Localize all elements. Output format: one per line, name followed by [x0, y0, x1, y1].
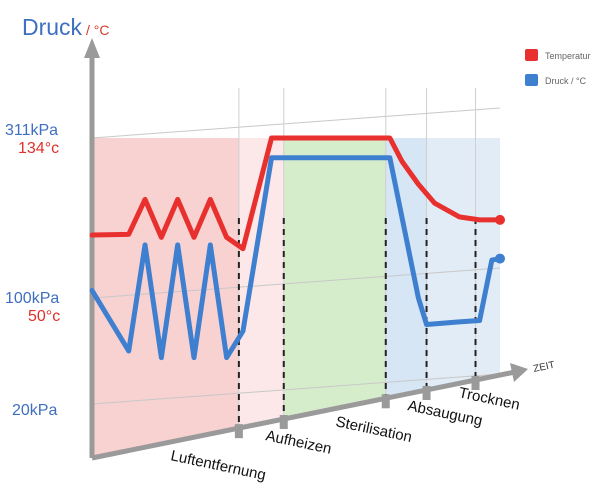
phase-separators: [234, 218, 480, 439]
x-axis-arrow: [510, 363, 528, 382]
y-axis-arrow: [84, 38, 100, 58]
legend-label-temperatur: Temperatur: [545, 51, 591, 61]
series-point-temperatur-18: [495, 214, 505, 225]
x-axis-label: ZEIT: [532, 360, 555, 375]
phase-region-2: [238, 138, 284, 429]
phase-region-4: [385, 138, 427, 399]
ytick-pressure-20: 20kPa: [12, 402, 57, 419]
series-point-druck-18: [495, 253, 505, 264]
grid-line-311: [91, 107, 501, 139]
separator-tick-1: [234, 424, 243, 439]
separator-tick-3: [381, 394, 390, 409]
legend-swatch-druck: [525, 74, 538, 86]
legend-label-druck: Druck / °C: [545, 76, 587, 86]
x-axis: [91, 369, 516, 461]
ytick-pressure-311: 311kPa: [5, 122, 58, 139]
phase-label-aufheizen: Aufheizen: [264, 427, 333, 458]
phase-region-5: [426, 138, 500, 390]
title-unit: °C: [94, 22, 110, 38]
phase-label-sterilisation: Sterilisation: [334, 413, 413, 446]
series-lines: [89, 135, 505, 361]
legend-swatch-temperatur: [525, 49, 538, 61]
title-main: Druck: [22, 14, 83, 40]
phase-label-luftentfernung: Luftentfernung: [169, 447, 267, 484]
title-sep: /: [82, 22, 94, 38]
separator-tick-2: [279, 415, 288, 430]
phase-region-3: [283, 138, 386, 420]
ytick-temp-50: 50°c: [28, 308, 60, 325]
ytick-temp-134: 134°c: [18, 140, 59, 157]
grid-line-100: [91, 267, 501, 299]
legend: Temperatur Druck / °C: [525, 49, 591, 86]
ytick-pressure-100: 100kPa: [5, 290, 59, 307]
axes: [84, 38, 528, 461]
separator-tick-5: [471, 376, 480, 391]
separator-tick-4: [422, 385, 431, 400]
chart-title: Druck / °C: [22, 14, 109, 40]
grid-line-20: [91, 373, 501, 405]
